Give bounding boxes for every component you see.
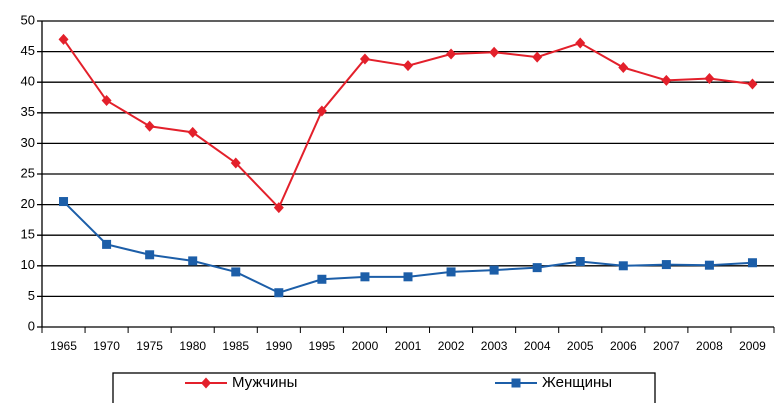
y-tick-label: 40: [21, 74, 35, 89]
y-tick-label: 5: [28, 288, 35, 303]
x-tick-label: 2005: [567, 339, 594, 353]
data-point: [446, 267, 456, 277]
data-point: [403, 272, 413, 282]
data-point: [403, 60, 413, 72]
x-tick-label: 2006: [610, 339, 637, 353]
data-point: [273, 202, 284, 214]
x-tick-label: 2000: [352, 339, 379, 353]
data-point: [145, 250, 155, 260]
x-tick-label: 1990: [265, 339, 292, 353]
y-tick-label: 30: [21, 135, 35, 150]
data-point: [446, 48, 457, 60]
data-point: [618, 62, 629, 74]
x-tick-label: 2002: [438, 339, 465, 353]
data-point: [747, 258, 757, 268]
data-point: [661, 74, 672, 86]
y-tick-label: 25: [21, 165, 35, 180]
y-tick-label: 45: [21, 43, 35, 58]
legend-label: Мужчины: [232, 374, 297, 391]
data-point: [661, 260, 671, 270]
y-tick-label: 10: [21, 257, 35, 272]
data-point: [359, 53, 370, 65]
data-point: [575, 257, 585, 267]
data-point: [59, 197, 69, 207]
data-point: [144, 120, 155, 132]
data-point: [489, 46, 500, 58]
data-point: [187, 126, 198, 138]
data-point: [575, 37, 586, 49]
y-tick-label: 50: [21, 12, 35, 27]
x-tick-label: 2001: [395, 339, 422, 353]
data-point: [532, 263, 542, 273]
data-point: [747, 78, 758, 90]
data-point: [489, 265, 499, 275]
data-point: [188, 256, 198, 266]
data-point: [618, 261, 628, 271]
legend-marker: [201, 377, 211, 389]
data-point: [274, 288, 284, 298]
data-point: [316, 105, 327, 117]
y-tick-label: 35: [21, 104, 35, 119]
data-point: [317, 274, 327, 284]
y-tick-label: 20: [21, 196, 35, 211]
data-point: [231, 267, 241, 277]
x-tick-label: 2003: [481, 339, 508, 353]
x-tick-label: 2004: [524, 339, 551, 353]
legend-box: [112, 372, 656, 403]
x-tick-label: 1965: [50, 339, 77, 353]
legend-label: Женщины: [542, 374, 612, 391]
x-tick-label: 1980: [179, 339, 206, 353]
x-tick-label: 2009: [739, 339, 766, 353]
x-tick-label: 1985: [222, 339, 249, 353]
x-tick-label: 2007: [653, 339, 680, 353]
data-point: [230, 157, 241, 169]
data-point: [101, 95, 112, 107]
x-tick-label: 2008: [696, 339, 723, 353]
data-point: [360, 272, 370, 282]
data-point: [704, 260, 714, 270]
legend-marker: [511, 378, 521, 388]
data-point: [102, 239, 112, 249]
x-tick-label: 1995: [309, 339, 336, 353]
y-tick-label: 15: [21, 227, 35, 242]
data-point: [704, 73, 715, 85]
data-point: [532, 51, 543, 63]
y-tick-label: 0: [28, 318, 35, 333]
data-point: [58, 33, 69, 45]
x-tick-label: 1975: [136, 339, 163, 353]
x-tick-label: 1970: [93, 339, 120, 353]
